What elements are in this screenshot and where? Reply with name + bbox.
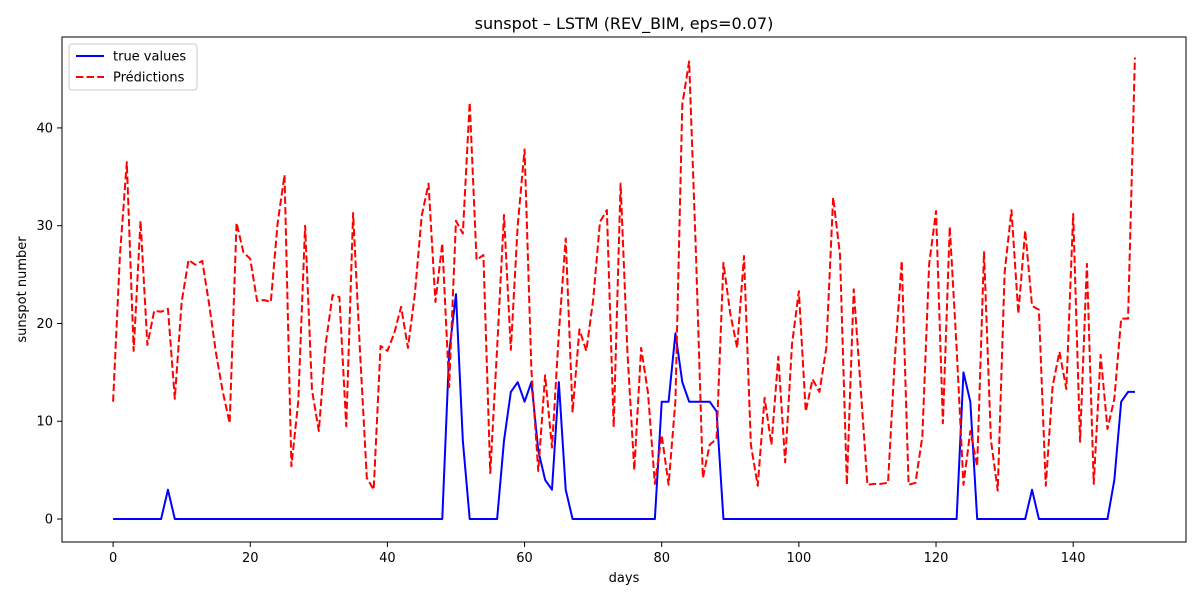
chart-title: sunspot – LSTM (REV_BIM, eps=0.07) — [475, 14, 774, 34]
x-tick-label: 140 — [1061, 551, 1086, 566]
y-tick-label: 20 — [36, 317, 53, 332]
y-tick-label: 30 — [36, 219, 53, 234]
x-tick-label: 100 — [786, 551, 811, 566]
x-axis-label: days — [609, 571, 640, 586]
x-tick-label: 0 — [109, 551, 117, 566]
y-tick-label: 10 — [36, 415, 53, 430]
series-line-true-values — [113, 293, 1135, 521]
x-tick-label: 40 — [379, 551, 396, 566]
x-tick-label: 120 — [924, 551, 949, 566]
series-line-predictions — [112, 57, 1136, 492]
y-axis-label: sunspot number — [15, 236, 30, 343]
axes: 0 20 40 60 80 100 120 140 0 10 20 30 40 — [36, 36, 1187, 566]
y-tick-label: 0 — [45, 513, 53, 528]
legend-label: true values — [113, 50, 186, 65]
x-tick-label: 60 — [516, 551, 533, 566]
legend-label: Prédictions — [113, 71, 185, 86]
x-tick-label: 20 — [242, 551, 259, 566]
axes-frame — [61, 36, 1187, 543]
legend: true values Prédictions — [68, 43, 198, 91]
y-tick-label: 40 — [36, 121, 53, 136]
plot-area — [112, 57, 1136, 521]
x-tick-label: 80 — [653, 551, 670, 566]
